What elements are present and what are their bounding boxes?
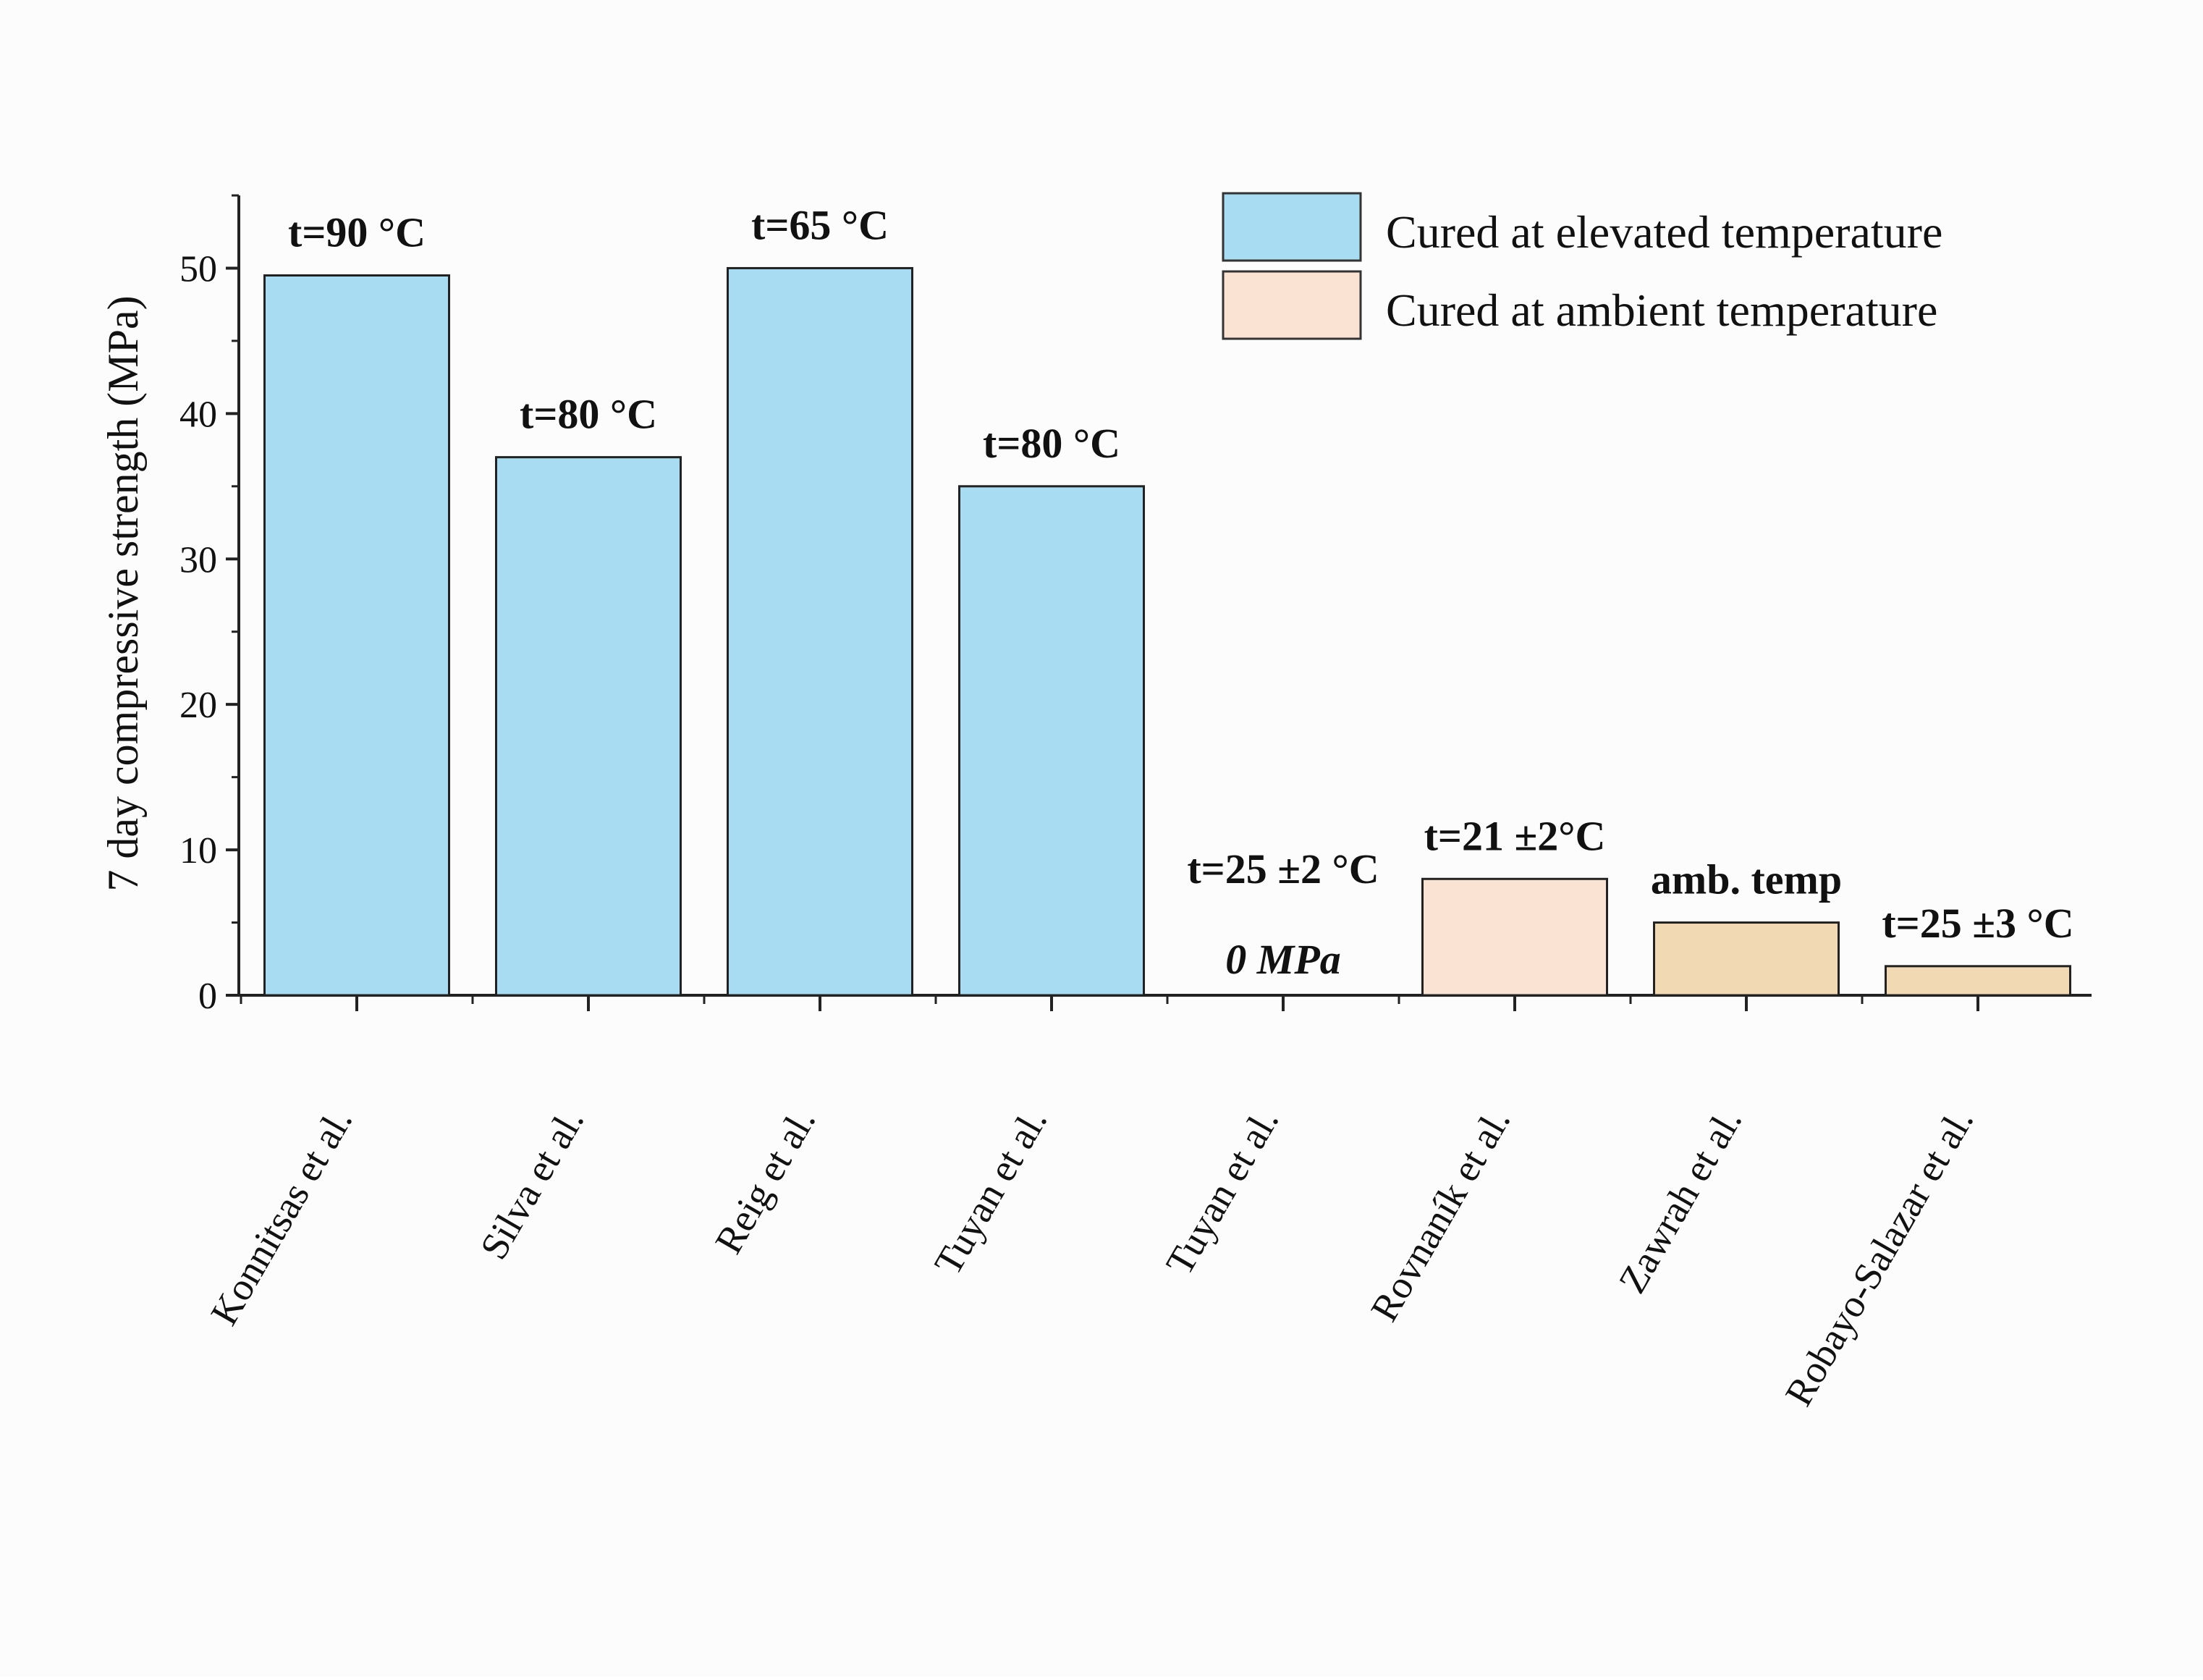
bar xyxy=(727,266,913,997)
x-ticks: Konnitsas et al. Silva et al. Reig et al. T… xyxy=(202,995,1982,1413)
x-tick-label: Tuyan et al. xyxy=(926,1101,1055,1282)
bar xyxy=(958,485,1145,997)
zero-value-annotation: 0 MPa xyxy=(1225,936,1341,983)
legend: Cured at elevated temperature Cured at a… xyxy=(1222,192,1942,340)
x-tick-label: Tuyan et al. xyxy=(1157,1101,1287,1282)
x-tick-label: Rovnaník et al. xyxy=(1362,1101,1518,1328)
legend-swatch-elevated xyxy=(1222,192,1362,262)
bar-label: t=25 ±2 °C xyxy=(1187,845,1379,892)
y-axis-title: 7 day compressive strength (MPa) xyxy=(99,295,147,891)
bar xyxy=(1885,965,2071,997)
bar-label: amb. temp xyxy=(1651,856,1842,903)
legend-label-ambient: Cured at ambient temperature xyxy=(1386,284,1937,336)
bar-label: t=25 ±3 °C xyxy=(1882,900,2073,947)
bar-label: t=65 °C xyxy=(751,201,889,248)
y-tick-label: 30 xyxy=(179,539,217,581)
bar-label: t=80 °C xyxy=(520,391,657,438)
y-tick-label: 20 xyxy=(179,685,217,726)
bar xyxy=(495,456,682,997)
bars: t=90 °C t=80 °C t=65 °C t=80 °C t=25 ±2 °C t=… xyxy=(263,201,2074,997)
x-tick-label: Konnitsas et al. xyxy=(202,1101,360,1333)
bar xyxy=(263,274,450,997)
x-tick-label: Zawrah et al. xyxy=(1610,1101,1751,1300)
legend-swatch-ambient xyxy=(1222,270,1362,340)
legend-label-elevated: Cured at elevated temperature xyxy=(1386,206,1942,258)
y-tick-label: 10 xyxy=(179,830,217,871)
bar-label: t=80 °C xyxy=(983,420,1120,467)
bar xyxy=(1653,921,1840,997)
y-tick-label: 50 xyxy=(179,248,217,290)
bar xyxy=(1421,877,1608,997)
x-tick-label: Reig et al. xyxy=(706,1101,824,1261)
x-tick-label: Robayo-Salazar et al. xyxy=(1777,1101,1982,1413)
y-tick-label: 40 xyxy=(179,394,217,435)
bar-label: t=90 °C xyxy=(288,209,426,256)
y-ticks: 0 10 20 30 40 50 xyxy=(179,194,239,1017)
bar-label: t=21 ±2°C xyxy=(1424,812,1606,859)
x-tick-label: Silva et al. xyxy=(472,1101,593,1267)
y-tick-label: 0 xyxy=(198,976,217,1017)
